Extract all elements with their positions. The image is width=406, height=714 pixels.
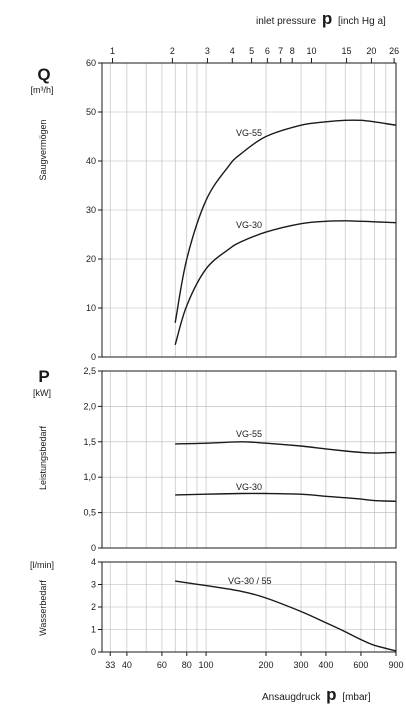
top-tick-label: 3 bbox=[205, 46, 210, 56]
y-tick-label: 40 bbox=[86, 156, 96, 166]
y-tick-label: 2,5 bbox=[83, 366, 96, 376]
bottom-tick-label: 300 bbox=[294, 660, 309, 670]
y-tick-label: 1,5 bbox=[83, 437, 96, 447]
bottom-tick-label: 80 bbox=[182, 660, 192, 670]
top-axis-title: inlet pressure p [inch Hg a] bbox=[256, 9, 386, 28]
panel-frame bbox=[101, 62, 397, 358]
panel-unit: [m³/h] bbox=[30, 85, 53, 95]
bottom-tick-label: 33 bbox=[105, 660, 115, 670]
series-label: VG-30 bbox=[236, 482, 262, 492]
panel-symbol: P bbox=[38, 367, 49, 386]
panel-frame bbox=[101, 561, 397, 653]
y-tick-label: 20 bbox=[86, 254, 96, 264]
top-tick-label: 2 bbox=[170, 46, 175, 56]
top-axis-label: inlet pressure bbox=[256, 16, 316, 27]
series-line-Q-0 bbox=[174, 119, 397, 323]
top-tick-label: 8 bbox=[290, 46, 295, 56]
panel-Q: 0 10 20 30 40 50 60 Q[m³/h] Saugvermögen VG-55 VG-… bbox=[30, 58, 397, 362]
bottom-tick-label: 40 bbox=[122, 660, 132, 670]
top-tick-label: 1 bbox=[110, 46, 115, 56]
bottom-axis-label: Ansaugdruck bbox=[262, 692, 321, 703]
top-tick-label: 15 bbox=[342, 46, 352, 56]
series-label: VG-55 bbox=[236, 429, 262, 439]
top-tick-label: 10 bbox=[307, 46, 317, 56]
top-tick-label: 6 bbox=[265, 46, 270, 56]
series-label: VG-55 bbox=[236, 128, 262, 138]
y-tick-label: 2,0 bbox=[83, 401, 96, 411]
y-tick-label: 0 bbox=[91, 352, 96, 362]
panel-P: 0 0,5 1,0 1,5 2,0 2,5 P [kW] Leistungsbedarf VG-5… bbox=[33, 366, 397, 553]
y-tick-label: 4 bbox=[91, 557, 96, 567]
panel-W: 0 1 2 3 4 [l/min] Wasserbedarf VG-30 / 55 bbox=[30, 557, 397, 657]
top-tick-label: 4 bbox=[230, 46, 235, 56]
series-line-W-0 bbox=[175, 580, 397, 652]
y-tick-label: 3 bbox=[91, 580, 96, 590]
panel-unit: [kW] bbox=[33, 388, 51, 398]
bottom-axis-symbol: p bbox=[326, 685, 336, 704]
top-axis-symbol: p bbox=[322, 9, 332, 28]
y-tick-label: 2 bbox=[91, 602, 96, 612]
panel-symbol: Q bbox=[37, 65, 50, 84]
bottom-tick-label: 100 bbox=[199, 660, 214, 670]
y-tick-label: 1 bbox=[91, 625, 96, 635]
series-line-P-0 bbox=[175, 441, 397, 454]
bottom-tick-label: 600 bbox=[353, 660, 368, 670]
series-line-P-1 bbox=[175, 492, 397, 502]
bottom-axis-unit: [mbar] bbox=[342, 692, 371, 703]
y-tick-label: 50 bbox=[86, 107, 96, 117]
y-tick-label: 0 bbox=[91, 647, 96, 657]
y-tick-label: 0 bbox=[91, 543, 96, 553]
bottom-tick-label: 900 bbox=[388, 660, 403, 670]
panel-ylabel: Leistungsbedarf bbox=[38, 425, 48, 490]
top-axis-unit: [inch Hg a] bbox=[338, 16, 386, 27]
panel-frame bbox=[101, 370, 397, 549]
y-tick-label: 10 bbox=[86, 303, 96, 313]
series-line-Q-1 bbox=[174, 220, 397, 346]
top-tick-label: 7 bbox=[278, 46, 283, 56]
y-tick-label: 30 bbox=[86, 205, 96, 215]
panel-ylabel: Wasserbedarf bbox=[38, 580, 48, 636]
y-tick-label: 1,0 bbox=[83, 472, 96, 482]
bottom-tick-label: 200 bbox=[258, 660, 273, 670]
bottom-axis-title: Ansaugdruck p [mbar] bbox=[262, 685, 371, 704]
series-label: VG-30 bbox=[236, 220, 262, 230]
y-tick-label: 0,5 bbox=[83, 508, 96, 518]
bottom-tick-label: 60 bbox=[157, 660, 167, 670]
top-tick-label: 20 bbox=[366, 46, 376, 56]
panel-ylabel: Saugvermögen bbox=[38, 119, 48, 180]
y-tick-label: 60 bbox=[86, 58, 96, 68]
bottom-tick-label: 400 bbox=[318, 660, 333, 670]
top-tick-label: 5 bbox=[249, 46, 254, 56]
top-tick-label: 26 bbox=[389, 46, 399, 56]
panel-unit: [l/min] bbox=[30, 560, 54, 570]
series-label: VG-30 / 55 bbox=[228, 576, 272, 586]
